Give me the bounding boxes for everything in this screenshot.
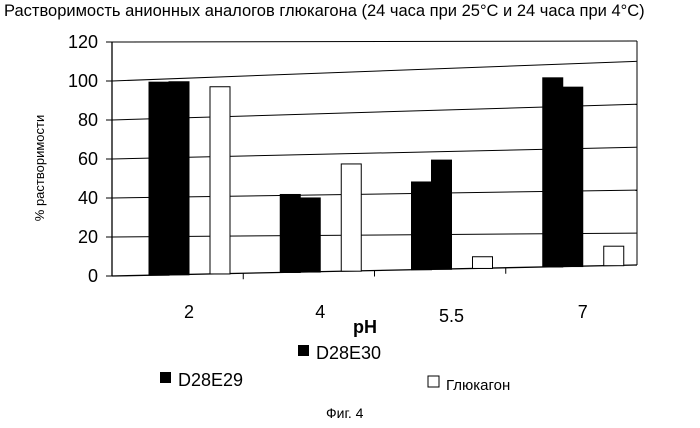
y-tick-label-40: 40: [78, 188, 98, 208]
x-tick-label-5.5: 5.5: [439, 306, 464, 326]
bars: [148, 77, 625, 276]
y-tick-label-100: 100: [68, 71, 98, 91]
bar-d28e29-2: [148, 81, 170, 276]
y-axis-title: % растворимости: [32, 115, 47, 221]
bar-глюкагон-7: [603, 245, 625, 267]
legend-swatch-d28e29: [160, 372, 171, 383]
x-axis-ticks: 2 4 5.5 7: [184, 267, 588, 326]
legend-swatch-glucagon: [427, 375, 440, 388]
y-tick-label-0: 0: [88, 266, 98, 286]
x-tick-label-2: 2: [184, 302, 194, 322]
bar-d28e30-4: [299, 197, 321, 273]
legend-label-glucagon: Глюкагон: [446, 377, 510, 394]
x-tick-label-7: 7: [578, 302, 588, 322]
y-tick-label-80: 80: [78, 110, 98, 130]
bar-глюкагон-5.5: [472, 256, 493, 269]
legend: D28E30 D28E29 Глюкагон: [160, 343, 510, 394]
bar-d28e30-5.5: [431, 159, 452, 270]
bar-глюкагон-2: [209, 86, 231, 275]
bar-d28e29-5.5: [411, 181, 432, 271]
bar-d28e29-7: [542, 77, 564, 268]
figure-caption: Фиг. 4: [326, 405, 364, 421]
legend-label-d28e30: D28E30: [316, 343, 381, 363]
bar-d28e29-4: [279, 193, 301, 273]
legend-swatch-d28e30: [298, 345, 309, 356]
chart-title: Растворимость анионных аналогов глюкагон…: [4, 2, 645, 20]
y-axis-ticks: 0 20 40 60 80 100 120: [68, 32, 112, 286]
x-axis-title: pH: [353, 317, 377, 337]
y-tick-label-60: 60: [78, 149, 98, 169]
y-tick-label-20: 20: [78, 227, 98, 247]
x-tick-label-4: 4: [315, 302, 325, 322]
bar-d28e30-2: [168, 81, 190, 276]
plot-top-border: [111, 40, 638, 43]
y-tick-label-120: 120: [68, 32, 98, 52]
gridline-100: [111, 60, 638, 82]
bar-d28e30-7: [562, 86, 584, 268]
legend-label-d28e29: D28E29: [178, 370, 243, 390]
bar-глюкагон-4: [340, 163, 362, 272]
